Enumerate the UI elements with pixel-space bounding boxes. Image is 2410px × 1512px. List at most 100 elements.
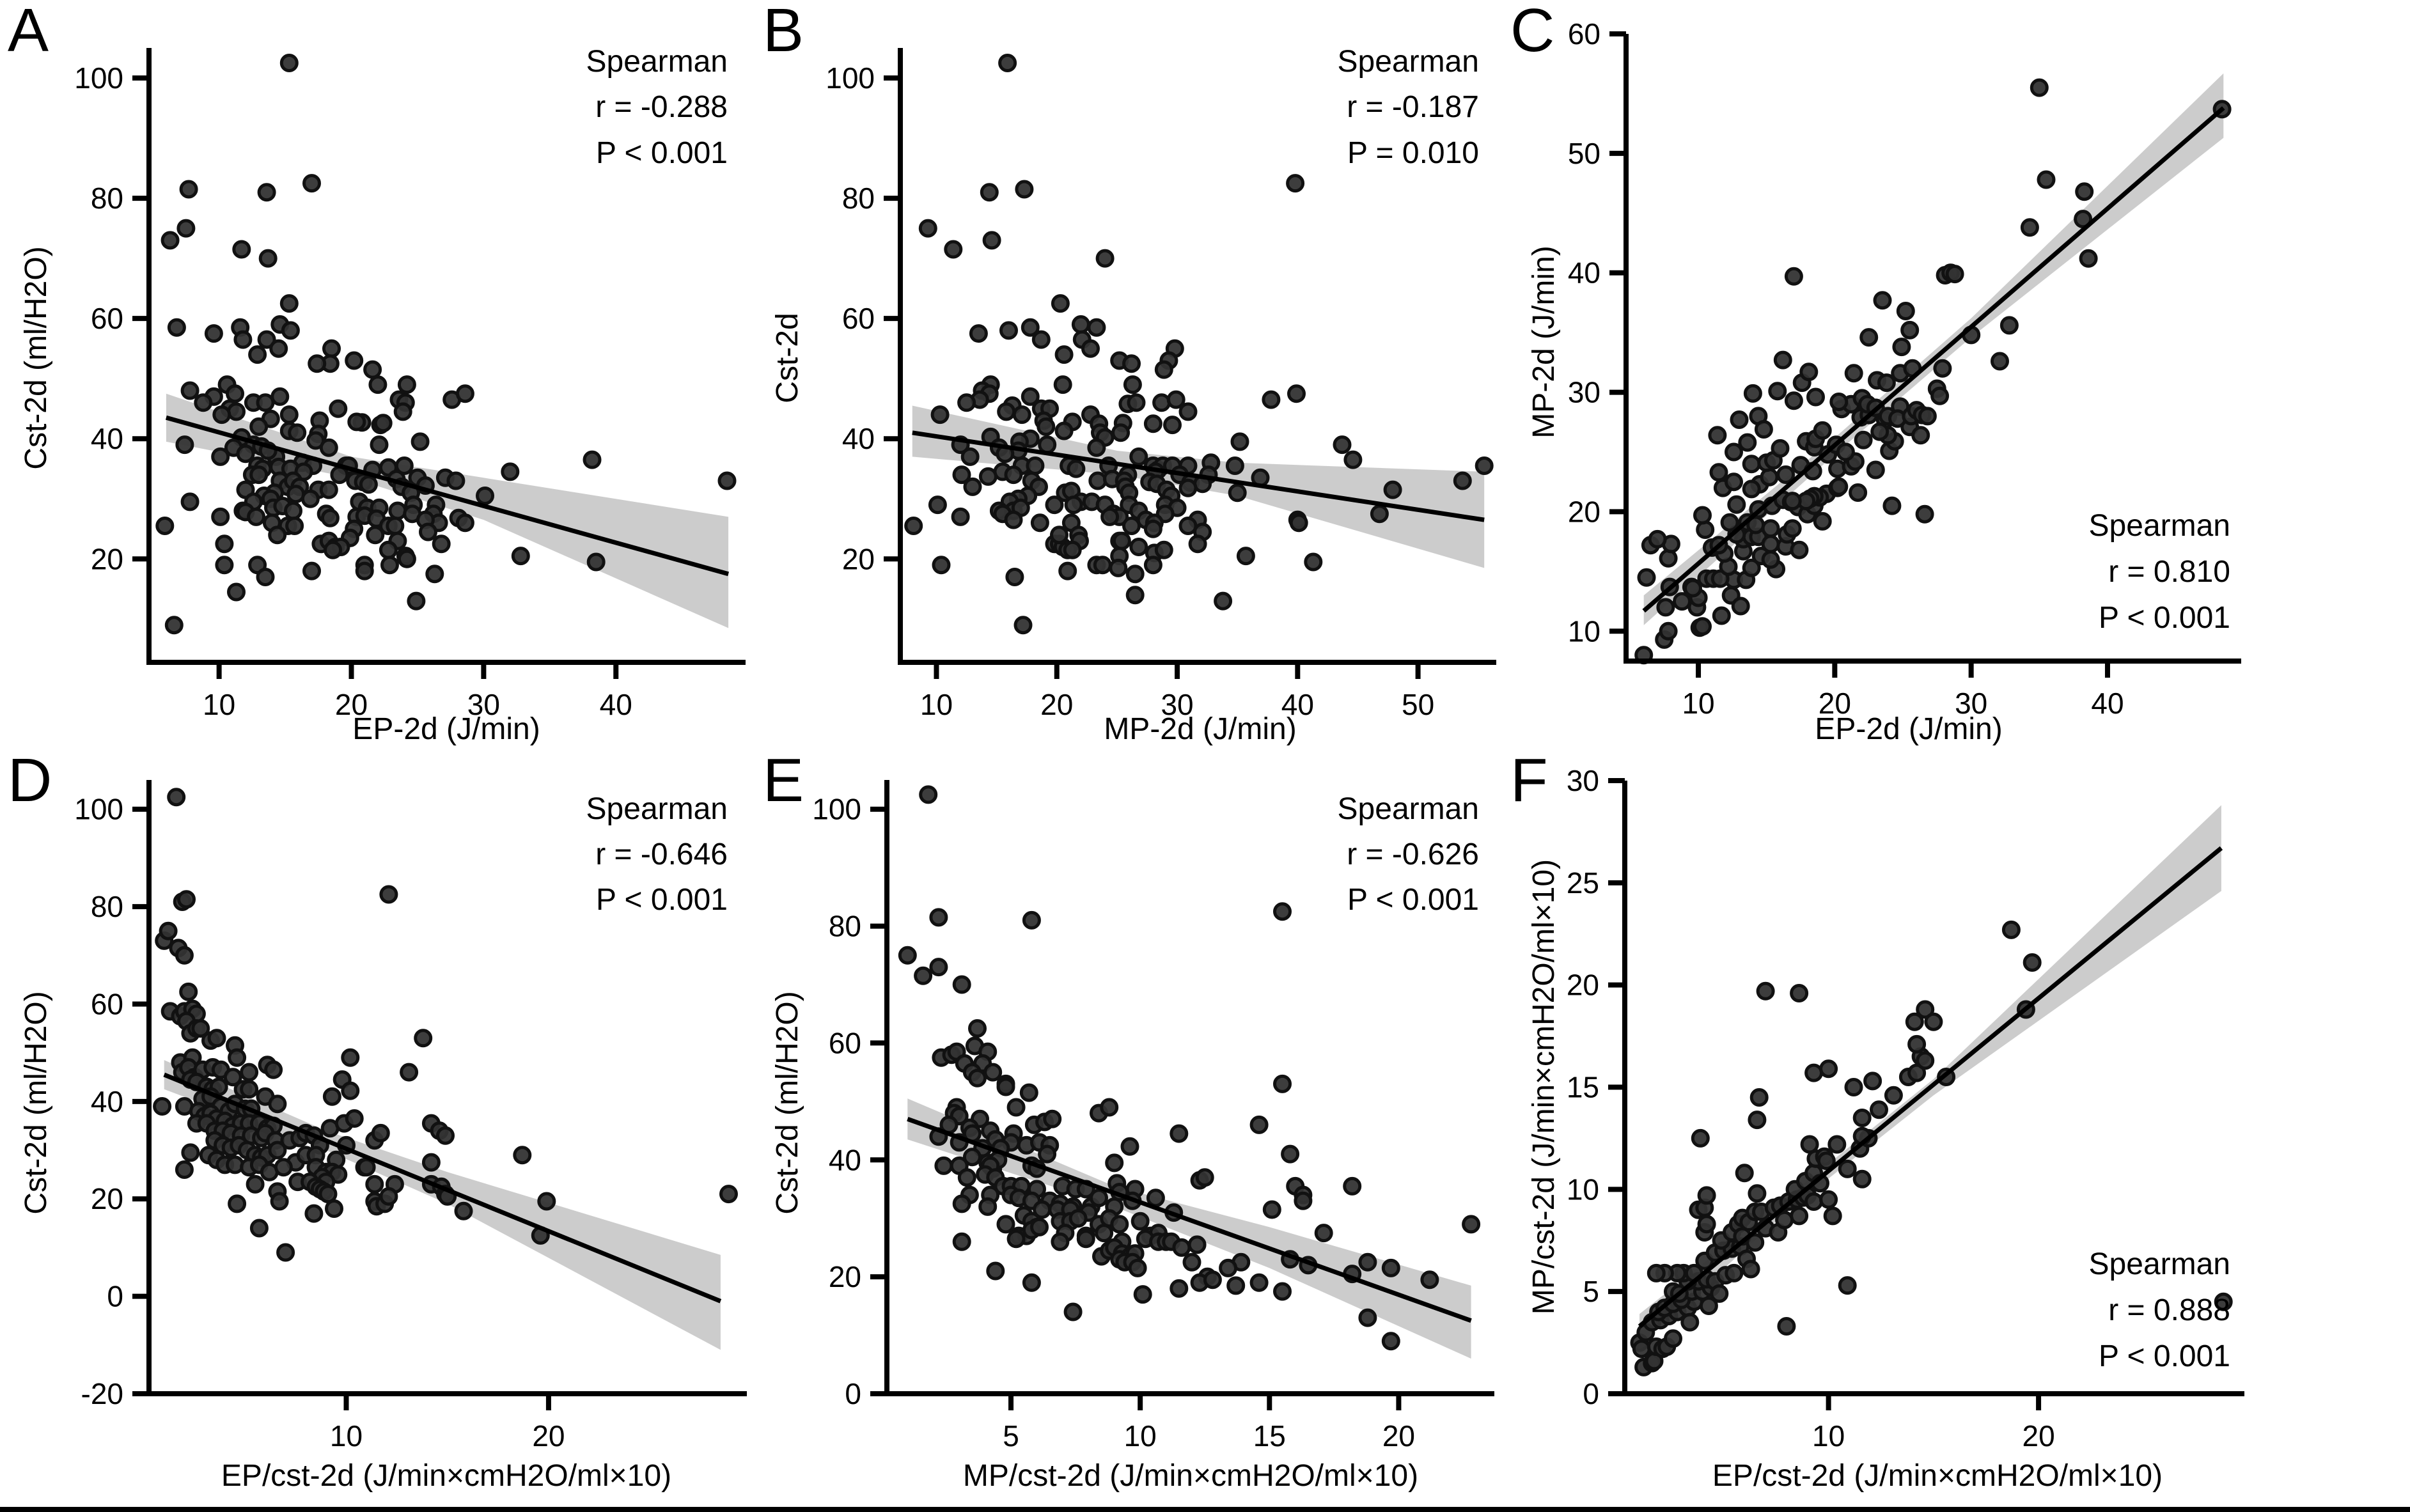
data-point [1129,538,1148,556]
panel-letter-e: E [763,746,804,814]
data-point [962,1148,982,1167]
data-point [1748,1111,1767,1130]
data-point [1146,1189,1165,1208]
data-point [1991,352,2009,371]
data-point [476,487,494,505]
x-axis-title-e: MP/cst-2d (J/min×cmH2O/ml×10) [963,1459,1418,1493]
data-point [2023,953,2042,972]
data-point [1892,338,1911,357]
data-point [388,501,407,520]
data-point [1287,384,1306,403]
plot-area-d: 10 20 -20 0 20 40 60 80 100 [74,780,747,1453]
data-point [1738,433,1757,452]
confidence-band-a [166,393,729,628]
panel-letter-b: B [763,0,804,65]
y-tick-label-a: 80 [91,182,123,215]
data-point [181,1143,200,1162]
y-tick-label-f: 25 [1567,866,1599,900]
data-point [1262,1200,1281,1219]
y-tick-label-c: 20 [1568,495,1600,528]
data-point [1178,478,1198,497]
data-point [952,465,971,485]
data-point [1095,1224,1114,1243]
data-point [211,507,230,526]
points-a [155,54,737,635]
data-point [1852,1109,1872,1127]
data-point [180,492,200,511]
data-point [1725,1263,1744,1282]
data-point [320,508,340,527]
data-point [1870,422,1890,441]
stats-method-a: Spearman [586,45,728,79]
panel-b: B 10 20 30 40 50 20 40 60 80 100 Spearman r = -0.… [763,0,1496,746]
data-point [1742,455,1761,474]
data-point [957,393,976,412]
data-point [1022,910,1041,930]
data-point [2001,920,2021,939]
y-tick-label-b: 40 [842,422,875,455]
data-point [1058,561,1077,581]
x-tick-label-a: 10 [203,688,235,721]
data-point [999,321,1018,340]
data-point [1656,598,1675,617]
y-tick-label-c: 60 [1568,17,1600,51]
data-point [1819,1059,1838,1079]
data-point [236,444,255,464]
y-tick-label-e: 40 [829,1143,861,1176]
data-point [1827,1135,1847,1154]
data-point [1219,1258,1238,1277]
data-point [176,219,196,238]
data-point [1999,316,2019,335]
data-point [2214,1292,2233,1311]
data-point [455,513,474,533]
data-point [1030,513,1049,533]
data-point [1120,1137,1139,1156]
data-point [257,183,276,202]
data-point [1178,402,1198,421]
data-point [1680,1313,1700,1332]
y-tick-label-c: 10 [1568,614,1600,648]
data-point [951,507,970,526]
data-point [717,471,737,490]
data-point [247,507,266,526]
data-point [1125,586,1145,605]
data-point [2037,170,2056,189]
data-point [268,1141,287,1160]
data-point [1775,1210,1794,1229]
y-tick-label-a: 100 [74,61,123,95]
data-point [432,534,451,554]
data-point [1784,391,1803,410]
data-point [397,375,416,394]
data-point [373,414,393,433]
data-point [1188,534,1207,554]
data-point [1873,291,1892,310]
data-point [1790,984,1809,1002]
regression-line-f [1638,846,2223,1329]
data-point [179,982,198,1001]
data-point [1076,1229,1095,1249]
data-point [248,345,267,364]
data-point [1637,568,1656,587]
data-point [370,435,389,455]
data-point [1647,1263,1666,1282]
data-point [1021,318,1040,337]
y-tick-label-b: 60 [842,302,875,335]
data-point [968,1019,987,1038]
data-point [249,465,269,485]
stats-p-a: P < 0.001 [596,136,728,170]
data-point [952,1232,971,1251]
panel-letter-a: A [8,0,49,65]
data-point [1343,450,1363,469]
y-tick-label-d: 60 [91,987,123,1020]
data-point [1806,387,1825,407]
y-tick-label-f: 20 [1567,969,1599,1002]
data-point [1907,1063,1927,1082]
data-point [983,1063,1003,1082]
data-point [1050,526,1068,545]
data-point [583,450,602,469]
data-point [929,958,948,977]
data-point [1727,495,1746,514]
y-tick-label-b: 20 [842,542,875,575]
data-point [1916,1051,1935,1070]
data-point [1699,1297,1718,1315]
